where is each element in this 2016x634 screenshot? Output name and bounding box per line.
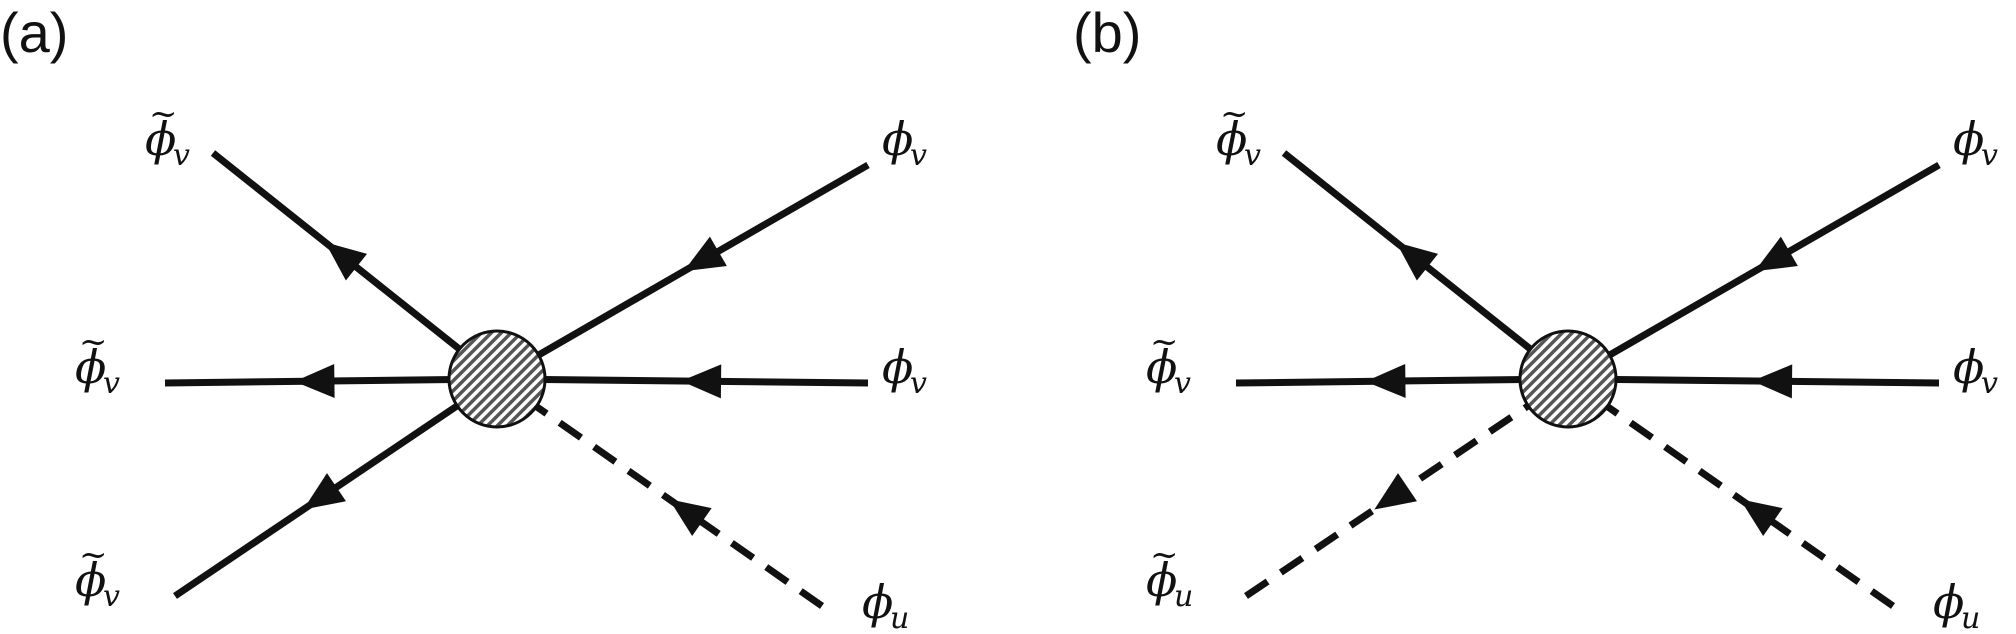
field-label: ϕv ~ (1216, 94, 1261, 173)
field-symbol: ϕ (1146, 340, 1177, 394)
propagator-leg: ϕu (1565, 376, 1980, 634)
field-symbol: ϕ (75, 340, 106, 394)
arrow-icon (683, 236, 727, 272)
field-symbol: ϕ (145, 112, 176, 166)
field-subscript: u (1961, 601, 1980, 634)
field-subscript: u (890, 601, 909, 634)
field-subscript: v (1244, 138, 1261, 173)
field-subscript: v (910, 138, 927, 173)
panel-label: (a) (0, 1, 68, 64)
propagator-leg: ϕv ~ (145, 94, 500, 382)
arrow-icon (294, 363, 335, 398)
field-symbol: ϕ (882, 112, 913, 166)
propagator-leg: ϕv (1566, 112, 1998, 383)
propagator-leg: ϕu (494, 376, 909, 634)
interaction-vertex (1518, 329, 1618, 429)
dashed-propagator-line (494, 376, 825, 609)
arrow-icon (303, 473, 346, 510)
tilde-accent: ~ (79, 322, 108, 362)
propagator-leg: ϕv ~ (1216, 94, 1571, 382)
field-symbol: ϕ (882, 340, 913, 394)
solid-propagator-line (1566, 161, 1941, 383)
arrow-icon (1752, 364, 1793, 399)
field-label: ϕv (882, 112, 927, 173)
tilde-accent: ~ (1220, 94, 1249, 134)
arrow-icon (669, 499, 712, 537)
field-label: ϕu (1933, 575, 1980, 634)
panel-label: (b) (1073, 1, 1141, 64)
propagator-leg: ϕv (496, 340, 927, 401)
field-label: ϕv (1953, 112, 1998, 173)
arrow-icon (681, 364, 722, 399)
field-label: ϕv ~ (145, 94, 190, 173)
field-symbol: ϕ (75, 553, 106, 607)
field-subscript: v (910, 366, 927, 401)
arrow-icon (1396, 242, 1439, 281)
field-subscript: v (173, 138, 190, 173)
dashed-propagator-line (1244, 376, 1570, 599)
propagator-leg: ϕv (1567, 340, 1998, 401)
field-subscript: v (1981, 138, 1998, 173)
solid-propagator-line (495, 161, 870, 383)
field-symbol: ϕ (1216, 112, 1247, 166)
field-symbol: ϕ (1953, 340, 1984, 394)
arrow-icon (1374, 473, 1417, 510)
propagator-leg: ϕv ~ (75, 322, 498, 401)
field-subscript: v (1981, 366, 1998, 401)
field-label: ϕu (862, 575, 909, 634)
field-symbol: ϕ (1933, 575, 1964, 629)
dashed-propagator-line (1565, 376, 1896, 609)
field-label: ϕv ~ (1146, 322, 1191, 401)
field-label: ϕv ~ (75, 322, 120, 401)
field-subscript: v (103, 366, 120, 401)
field-subscript: v (103, 579, 120, 614)
field-label: ϕu ~ (1146, 535, 1193, 614)
tilde-accent: ~ (149, 94, 178, 134)
tilde-accent: ~ (1150, 535, 1179, 575)
field-label: ϕv (882, 340, 927, 401)
arrow-icon (325, 242, 368, 281)
field-subscript: v (1174, 366, 1191, 401)
arrow-icon (1365, 363, 1406, 398)
field-symbol: ϕ (1146, 553, 1177, 607)
field-label: ϕv ~ (75, 535, 120, 614)
field-label: ϕv (1953, 340, 1998, 401)
propagator-leg: ϕv ~ (75, 376, 499, 614)
field-subscript: u (1174, 579, 1193, 614)
tilde-accent: ~ (1150, 322, 1179, 362)
interaction-vertex (447, 329, 547, 429)
arrow-icon (1754, 236, 1798, 272)
propagator-leg: ϕv ~ (1146, 322, 1569, 401)
propagator-leg: ϕv (495, 112, 927, 383)
tilde-accent: ~ (79, 535, 108, 575)
field-symbol: ϕ (1953, 112, 1984, 166)
field-symbol: ϕ (862, 575, 893, 629)
propagator-leg: ϕu ~ (1146, 376, 1570, 614)
arrow-icon (1740, 499, 1783, 537)
